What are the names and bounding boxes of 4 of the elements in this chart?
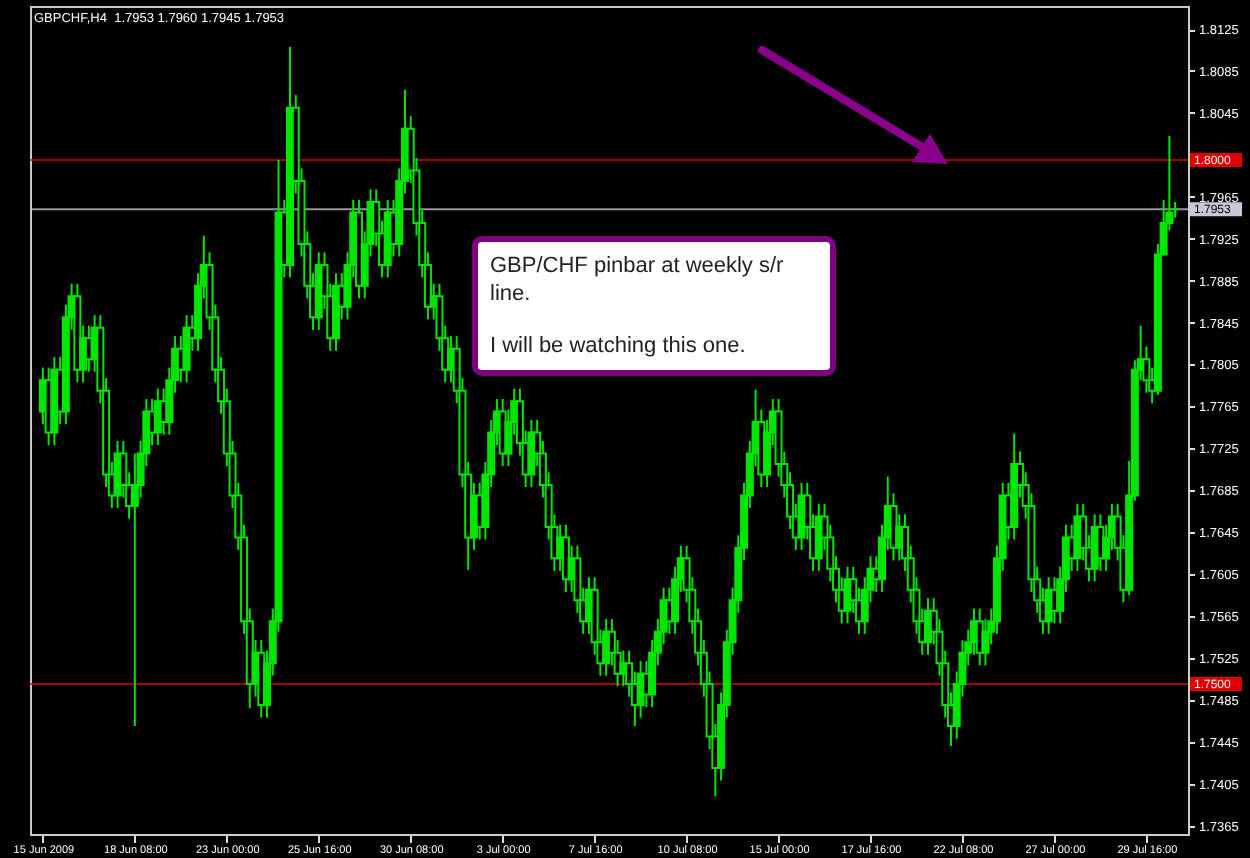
annotation: I will be watching this one.: [490, 332, 748, 360]
callout-box: GBP/CHF pinbar at weekly s/r line. I will be watching this one.: [472, 236, 836, 376]
annotation: GBP/CHF pinbar at weekly s/r line.: [490, 252, 786, 308]
candlestick: [182, 314, 191, 384]
